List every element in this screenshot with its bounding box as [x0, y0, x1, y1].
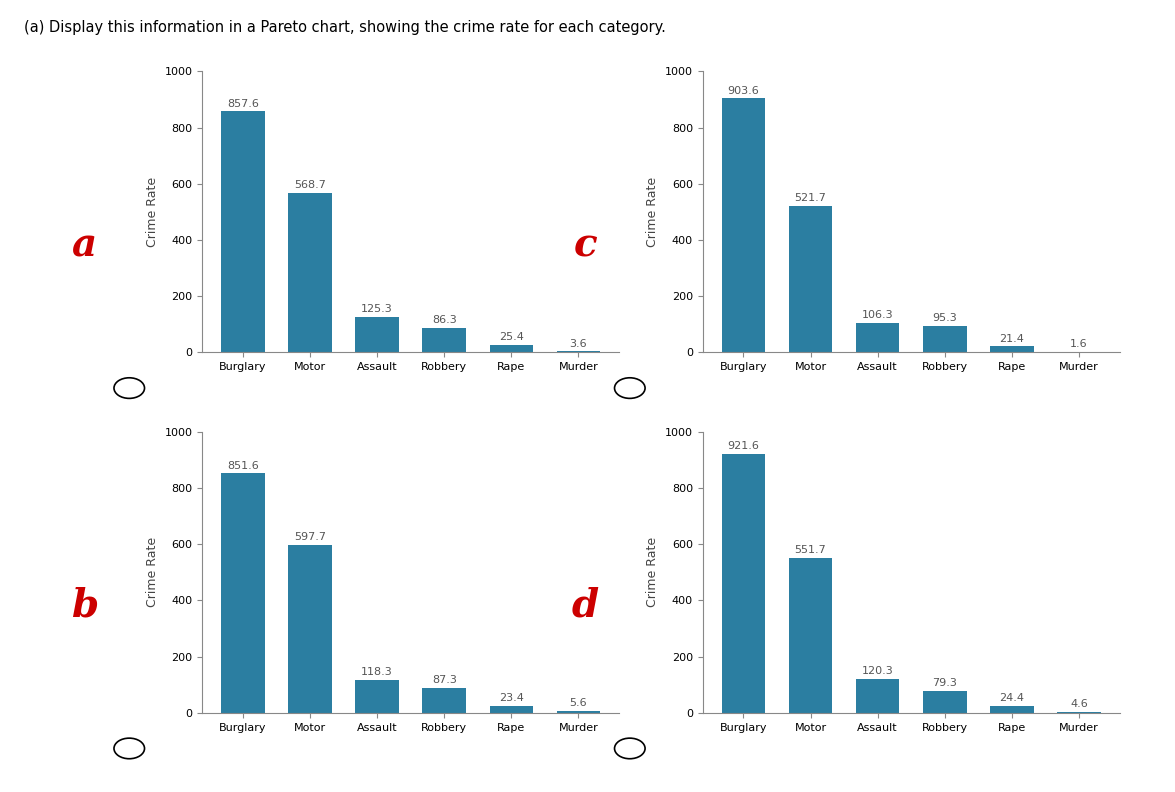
- Text: 551.7: 551.7: [794, 545, 826, 555]
- Text: 921.6: 921.6: [727, 441, 759, 451]
- Bar: [721, 454, 765, 713]
- Bar: [855, 679, 900, 713]
- Text: 5.6: 5.6: [570, 699, 588, 708]
- Bar: [1058, 711, 1101, 713]
- Text: 521.7: 521.7: [794, 193, 826, 203]
- Y-axis label: Crime Rate: Crime Rate: [146, 537, 159, 607]
- Text: 568.7: 568.7: [294, 180, 325, 190]
- Text: 851.6: 851.6: [227, 461, 258, 470]
- Bar: [355, 680, 400, 713]
- Bar: [721, 98, 765, 352]
- Bar: [855, 322, 900, 352]
- Y-axis label: Crime Rate: Crime Rate: [146, 177, 159, 247]
- Bar: [922, 691, 967, 713]
- Text: (a) Display this information in a Pareto chart, showing the crime rate for each : (a) Display this information in a Pareto…: [24, 20, 665, 35]
- Text: 86.3: 86.3: [432, 315, 457, 326]
- Bar: [557, 711, 600, 713]
- Bar: [991, 706, 1034, 713]
- Text: 95.3: 95.3: [933, 313, 958, 323]
- Text: 21.4: 21.4: [1000, 333, 1025, 344]
- Text: 23.4: 23.4: [499, 694, 524, 703]
- Text: 1.6: 1.6: [1070, 339, 1088, 349]
- Bar: [355, 318, 400, 352]
- Text: 106.3: 106.3: [861, 310, 893, 320]
- Bar: [788, 206, 832, 352]
- Text: 3.6: 3.6: [570, 339, 588, 348]
- Bar: [422, 328, 466, 352]
- Bar: [490, 345, 533, 352]
- Bar: [991, 346, 1034, 352]
- Text: 120.3: 120.3: [861, 666, 893, 676]
- Text: 857.6: 857.6: [227, 98, 258, 109]
- Text: 4.6: 4.6: [1070, 699, 1088, 709]
- Text: 24.4: 24.4: [1000, 693, 1025, 703]
- Bar: [221, 112, 264, 352]
- Text: c: c: [573, 227, 597, 265]
- Bar: [490, 706, 533, 713]
- Text: a: a: [72, 227, 98, 265]
- Text: 79.3: 79.3: [932, 678, 958, 687]
- Bar: [288, 545, 331, 713]
- Text: 903.6: 903.6: [727, 86, 759, 96]
- Text: 125.3: 125.3: [361, 304, 392, 314]
- Text: 87.3: 87.3: [431, 676, 457, 685]
- Y-axis label: Crime Rate: Crime Rate: [646, 537, 659, 607]
- Bar: [422, 688, 466, 713]
- Bar: [788, 558, 832, 713]
- Text: d: d: [571, 587, 599, 625]
- Bar: [288, 192, 331, 352]
- Bar: [922, 326, 967, 352]
- Text: 118.3: 118.3: [361, 667, 392, 676]
- Y-axis label: Crime Rate: Crime Rate: [646, 177, 659, 247]
- Text: b: b: [70, 587, 99, 625]
- Text: 25.4: 25.4: [499, 333, 524, 342]
- Text: 597.7: 597.7: [294, 532, 325, 542]
- Bar: [221, 474, 264, 713]
